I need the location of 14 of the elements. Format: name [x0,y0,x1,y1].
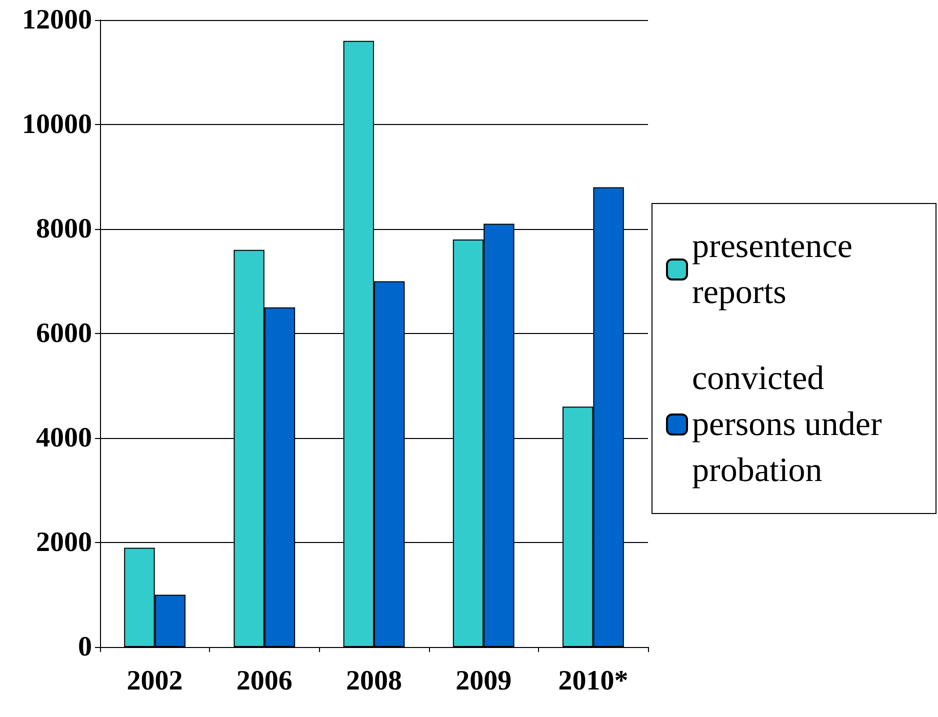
y-tick-label: 12000 [22,4,92,36]
y-tick-label: 6000 [36,318,92,349]
y-tick-label: 2000 [36,527,92,558]
legend-label: convicted persons under probation [692,360,890,489]
y-tick-label: 4000 [36,422,92,454]
x-tick-label: 2010* [558,666,628,696]
x-tick-label: 2008 [346,666,402,696]
legend-label: presentence reports [692,228,861,311]
x-tick-label: 2002 [126,666,183,696]
y-tick-label: 8000 [36,214,92,244]
y-tick-label: 0 [78,632,92,662]
x-tick-label: 2009 [456,666,512,696]
y-tick-label: 10000 [22,109,92,140]
x-tick-label: 2006 [236,666,292,696]
